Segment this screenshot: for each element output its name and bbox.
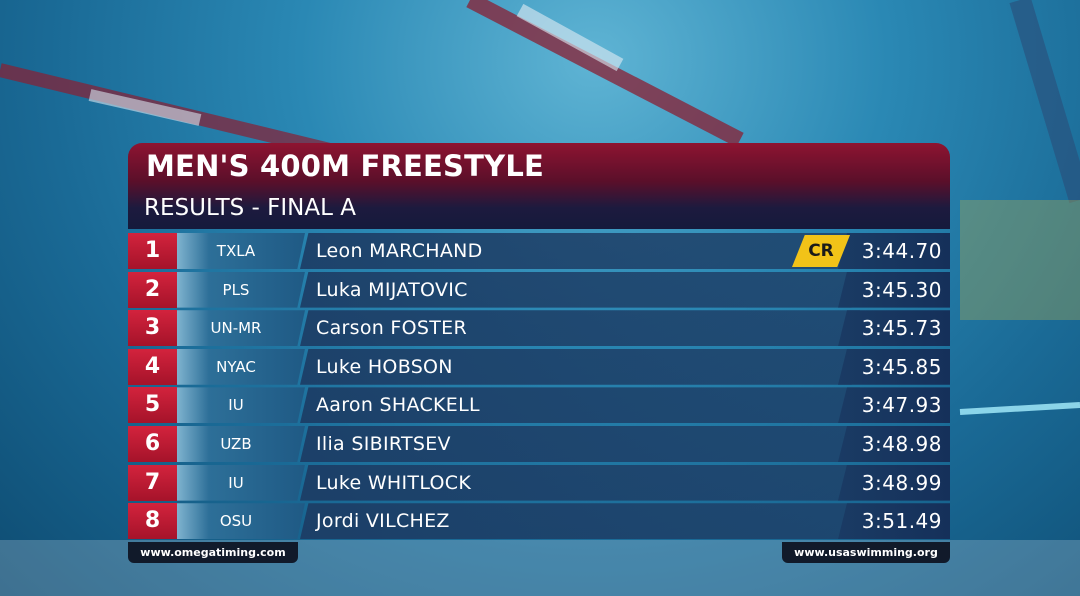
result-row: 6 UZB Ilia SIBIRTSEV 3:48.98	[128, 426, 950, 462]
swimmer-name: Luke WHITLOCK	[300, 464, 860, 501]
team-code: IU	[177, 464, 305, 501]
rank: 6	[128, 426, 177, 462]
team-code: UZB	[177, 426, 305, 462]
finish-time: 3:48.99	[838, 464, 950, 501]
finish-time: 3:51.49	[838, 503, 950, 540]
team-code: OSU	[177, 503, 305, 540]
lane-rope	[1009, 0, 1080, 204]
rank: 3	[128, 310, 177, 347]
result-row: 3 UN-MR Carson FOSTER 3:45.73	[128, 310, 950, 347]
finish-time: 3:44.70	[838, 233, 950, 269]
rank: 4	[128, 348, 177, 385]
team-code: PLS	[177, 271, 305, 308]
swimmer-name: Aaron SHACKELL	[300, 387, 860, 424]
lane-rope	[516, 3, 624, 72]
rank: 5	[128, 387, 177, 424]
team-code: IU	[177, 387, 305, 424]
swimmer-name: Leon MARCHAND	[300, 233, 860, 269]
finish-time: 3:45.85	[838, 348, 950, 385]
result-row: 5 IU Aaron SHACKELL 3:47.93	[128, 387, 950, 424]
event-title: MEN'S 400M FREESTYLE	[146, 149, 545, 183]
lane-rope	[88, 89, 202, 126]
finish-time: 3:47.93	[838, 387, 950, 424]
panel-header: MEN'S 400M FREESTYLE RESULTS - FINAL A	[128, 143, 950, 229]
swimmer-name: Luka MIJATOVIC	[300, 271, 860, 308]
footer-link: www.usaswimming.org	[782, 542, 950, 563]
footer-link: www.omegatiming.com	[128, 542, 298, 563]
rank: 2	[128, 271, 177, 308]
result-row: 1 TXLA Leon MARCHAND 3:44.70 CR	[128, 233, 950, 269]
rank: 1	[128, 233, 177, 269]
wall-panel	[960, 200, 1080, 320]
results-panel: MEN'S 400M FREESTYLE RESULTS - FINAL A 1…	[128, 143, 950, 540]
light-stripe	[959, 402, 1080, 415]
rank: 8	[128, 503, 177, 540]
swimmer-name: Luke HOBSON	[300, 348, 860, 385]
result-row: 8 OSU Jordi VILCHEZ 3:51.49	[128, 503, 950, 540]
result-row: 7 IU Luke WHITLOCK 3:48.99	[128, 464, 950, 501]
result-row: 2 PLS Luka MIJATOVIC 3:45.30	[128, 271, 950, 308]
team-code: TXLA	[177, 233, 305, 269]
rank: 7	[128, 464, 177, 501]
lane-rope	[466, 0, 744, 148]
team-code: NYAC	[177, 348, 305, 385]
event-subtitle: RESULTS - FINAL A	[144, 195, 356, 221]
swimmer-name: Carson FOSTER	[300, 310, 860, 347]
finish-time: 3:45.73	[838, 310, 950, 347]
finish-time: 3:48.98	[838, 426, 950, 462]
swimmer-name: Jordi VILCHEZ	[300, 503, 860, 540]
swimmer-name: Ilia SIBIRTSEV	[300, 426, 860, 462]
team-code: UN-MR	[177, 310, 305, 347]
result-row: 4 NYAC Luke HOBSON 3:45.85	[128, 348, 950, 385]
finish-time: 3:45.30	[838, 271, 950, 308]
